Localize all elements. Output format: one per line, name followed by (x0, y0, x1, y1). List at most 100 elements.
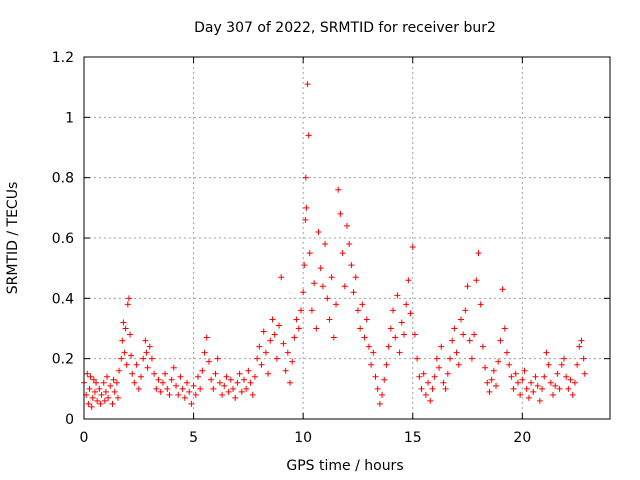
data-point (532, 373, 539, 380)
data-point (94, 397, 101, 404)
data-point (475, 250, 482, 257)
data-point (148, 355, 155, 362)
data-point (173, 382, 180, 389)
data-point (346, 241, 353, 248)
data-point (269, 316, 276, 323)
data-point (396, 349, 403, 356)
data-point (411, 331, 418, 338)
data-point (155, 376, 162, 383)
data-point (357, 325, 364, 332)
data-point (379, 391, 386, 398)
data-point (466, 337, 473, 344)
data-point (308, 307, 315, 314)
data-point (105, 394, 112, 401)
data-point (114, 394, 121, 401)
data-point (170, 364, 177, 371)
data-point (101, 397, 108, 404)
data-point (468, 355, 475, 362)
data-point (493, 382, 500, 389)
data-point (89, 394, 96, 401)
data-point (374, 385, 381, 392)
data-point (333, 301, 340, 308)
data-point (301, 262, 308, 269)
y-tick-label: 1 (65, 110, 74, 126)
data-point (199, 367, 206, 374)
data-point (240, 376, 247, 383)
data-point (159, 379, 166, 386)
data-point (348, 262, 355, 269)
data-point (120, 319, 127, 326)
data-point (135, 385, 142, 392)
data-point (137, 373, 144, 380)
data-point (427, 397, 434, 404)
data-point (387, 325, 394, 332)
data-point (560, 355, 567, 362)
data-point (142, 337, 149, 344)
data-point (302, 216, 309, 223)
data-point (265, 370, 272, 377)
data-point (414, 355, 421, 362)
data-point (429, 385, 436, 392)
data-point (569, 391, 576, 398)
data-point (359, 301, 366, 308)
data-point (350, 289, 357, 296)
data-point (93, 379, 100, 386)
data-point (236, 370, 243, 377)
data-point (326, 316, 333, 323)
data-point (545, 361, 552, 368)
data-point (212, 370, 219, 377)
data-point (140, 355, 147, 362)
data-point (514, 379, 521, 386)
data-point (571, 379, 578, 386)
data-point (365, 343, 372, 350)
data-point (225, 388, 232, 395)
data-point (313, 325, 320, 332)
data-point (119, 337, 126, 344)
data-point (116, 367, 123, 374)
data-point (287, 379, 294, 386)
tick-labels: 0 0.2 0.4 0.6 0.8 1 1.2 0 5 10 15 20 (52, 50, 532, 446)
grid-lines (84, 57, 610, 419)
data-point (484, 379, 491, 386)
data-point (249, 391, 256, 398)
data-point (503, 349, 510, 356)
data-point (276, 322, 283, 329)
data-point (102, 388, 109, 395)
data-point (422, 391, 429, 398)
data-point (157, 388, 164, 395)
data-point (581, 370, 588, 377)
data-point (534, 382, 541, 389)
data-point (438, 343, 445, 350)
data-point (385, 343, 392, 350)
data-point (210, 385, 217, 392)
data-point (293, 316, 300, 323)
data-point (297, 307, 304, 314)
data-point (381, 376, 388, 383)
data-point (118, 355, 125, 362)
data-point (100, 379, 107, 386)
data-point (322, 241, 329, 248)
data-point (219, 391, 226, 398)
data-point (186, 388, 193, 395)
data-point (556, 385, 563, 392)
data-point (190, 382, 197, 389)
data-point (166, 391, 173, 398)
data-point (352, 274, 359, 281)
data-point (184, 379, 191, 386)
data-point (462, 307, 469, 314)
data-point (216, 379, 223, 386)
data-point (479, 343, 486, 350)
data-point (86, 385, 93, 392)
data-point (539, 385, 546, 392)
y-tick-label: 0 (65, 412, 74, 428)
data-point (409, 244, 416, 251)
x-tick-label: 5 (189, 430, 198, 446)
data-point (87, 373, 94, 380)
data-point (490, 367, 497, 374)
data-point (420, 370, 427, 377)
data-point (247, 379, 254, 386)
data-point (574, 361, 581, 368)
data-point (245, 367, 252, 374)
data-point (530, 388, 537, 395)
data-point (188, 400, 195, 407)
